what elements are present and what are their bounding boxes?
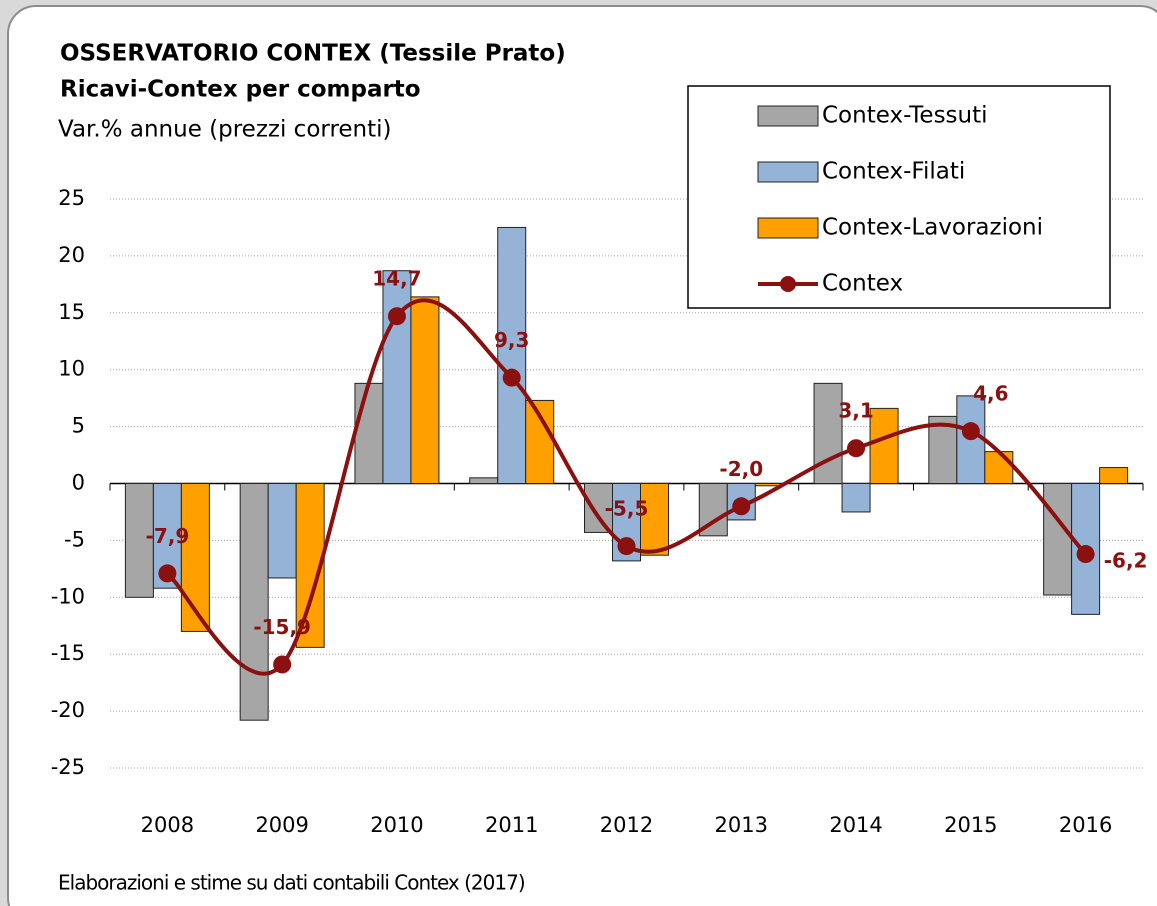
data-label: 4,6 [973,382,1008,406]
data-label: -2,0 [719,457,763,481]
x-tick-label: 2008 [141,813,194,837]
y-tick-label: -25 [51,755,85,779]
y-tick-label: 0 [72,471,85,495]
line [166,298,1088,676]
bar [841,483,871,513]
data-label: 14,7 [372,267,421,291]
legend-box [687,85,1111,309]
legend-marker [780,276,796,292]
line-marker [617,537,636,556]
chart-title: OSSERVATORIO CONTEX (Tessile Prato) [60,41,566,67]
legend-label: Contex-Lavorazioni [822,215,1043,241]
line-marker [387,307,406,326]
y-tick-label: -20 [51,698,85,722]
legend-swatch [757,105,819,127]
y-tick-label: 25 [58,186,85,210]
y-tick-label: 20 [58,243,85,267]
x-tick-label: 2010 [370,813,423,837]
y-axis-label: Var.% annue (prezzi correnti) [58,117,392,143]
bar [1043,483,1073,596]
bar [869,407,899,484]
data-label: -7,9 [146,524,190,548]
data-label: -15,9 [253,615,311,639]
x-tick-label: 2014 [829,813,882,837]
bar [984,451,1014,484]
y-tick-label: 10 [58,357,85,381]
bar [382,270,412,484]
bar [239,483,269,721]
y-tick-label: 5 [72,414,85,438]
x-tick-label: 2016 [1059,813,1112,837]
chart-subtitle: Ricavi-Contex per comparto [60,77,421,103]
bar [469,477,499,484]
legend-swatch [757,161,819,183]
source-note: Elaborazioni e stime su dati contabili C… [58,871,525,895]
data-label: 3,1 [838,399,873,423]
legend-swatch [757,217,819,239]
data-label: -6,2 [1104,549,1148,573]
legend-label: Contex-Filati [822,159,965,185]
x-tick-label: 2009 [255,813,308,837]
line-marker [732,497,751,516]
legend-label: Contex [822,271,903,297]
y-tick-label: -5 [64,527,85,551]
y-tick-label: 15 [58,300,85,324]
bar [497,226,527,484]
legend-label: Contex-Tessuti [822,103,988,129]
bar [180,483,210,632]
bar [267,483,297,579]
line-marker [1076,545,1095,564]
data-label: 9,3 [494,328,529,352]
line-marker [847,439,866,458]
bar [354,382,384,484]
data-label: -5,5 [605,497,649,521]
bar [640,483,669,556]
line-marker [273,655,292,674]
line-marker [961,422,980,441]
bar [124,483,154,598]
bar [410,296,440,485]
bar [1099,467,1129,484]
line-marker [158,564,177,583]
y-tick-label: -10 [51,584,85,608]
x-tick-label: 2012 [600,813,653,837]
line-marker [502,368,521,387]
x-tick-label: 2013 [715,813,768,837]
y-tick-label: -15 [51,641,85,665]
x-tick-label: 2011 [485,813,538,837]
x-tick-label: 2015 [944,813,997,837]
